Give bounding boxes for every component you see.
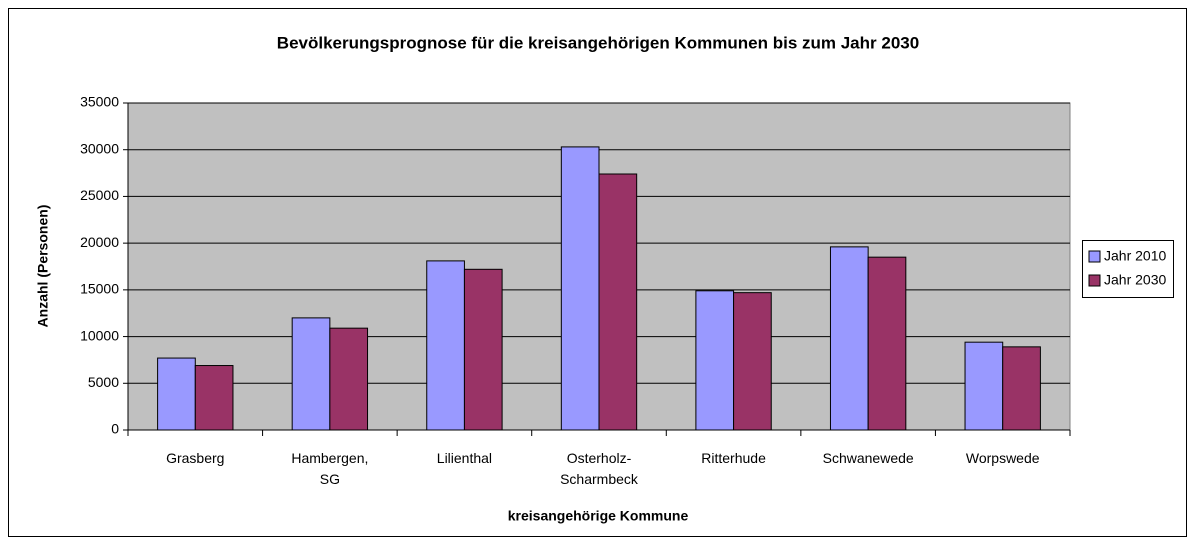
bar [157,357,196,431]
bar [964,341,1004,431]
y-axis-label: Anzahl (Personen) [35,205,51,328]
legend-swatch [1088,250,1101,263]
x-tick-label: Worpswede [966,450,1040,466]
bar [194,365,234,431]
bar [463,268,503,431]
x-tick-label: Grasberg [166,450,224,466]
y-tick-label: 25000 [80,187,119,203]
y-tick-label: 35000 [80,94,119,110]
legend-label: Jahr 2030 [1104,272,1166,288]
bar [1002,346,1041,431]
bar [829,246,869,431]
bar [291,317,331,431]
y-tick-label: 30000 [80,140,119,156]
bar [733,292,772,431]
bar [560,146,600,431]
legend-swatch [1088,274,1101,287]
y-tick-label: 5000 [88,374,119,390]
y-tick-label: 0 [111,421,119,437]
y-tick-label: 15000 [80,281,119,297]
legend-label: Jahr 2010 [1104,248,1166,264]
bar [867,256,907,431]
x-tick-label: Lilienthal [437,450,492,466]
bar [329,327,369,431]
legend [1082,240,1174,298]
x-axis-label: kreisangehörige Kommune [508,508,689,524]
x-tick-label: Schwanewede [823,450,914,466]
y-tick-label: 10000 [80,327,119,343]
bar [426,260,465,431]
bar [598,173,638,431]
x-tick-label: Ritterhude [701,450,766,466]
chart-title: Bevölkerungsprognose für die kreisangehö… [277,33,919,52]
x-tick-label: Hambergen, SG [291,450,368,487]
x-tick-label: Osterholz-Scharmbeck [560,450,639,487]
y-tick-label: 20000 [80,234,119,250]
bar [695,290,735,431]
